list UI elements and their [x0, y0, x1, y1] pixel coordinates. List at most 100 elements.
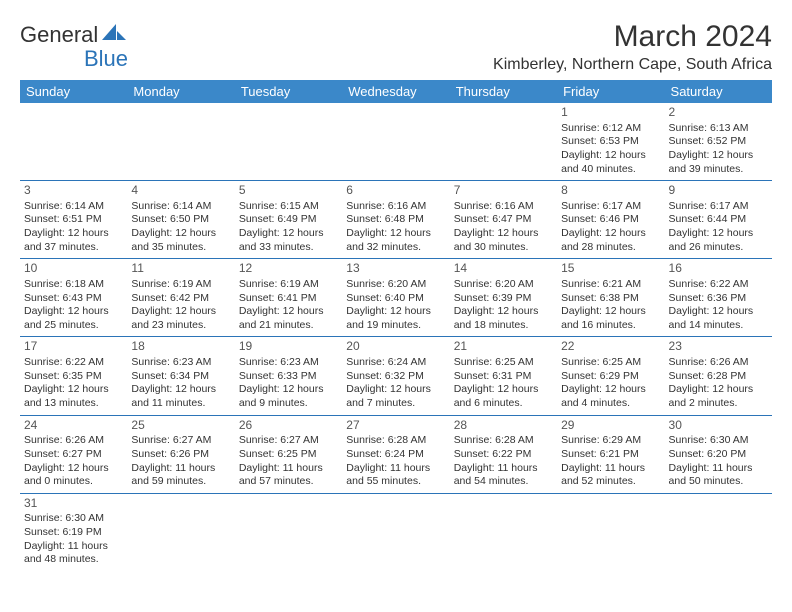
- day-number: 6: [346, 183, 445, 199]
- header: General March 2024 Kimberley, Northern C…: [20, 20, 772, 74]
- day-daylight2: and 11 minutes.: [131, 397, 230, 411]
- day-daylight2: and 50 minutes.: [669, 475, 768, 489]
- calendar-body: 1Sunrise: 6:12 AMSunset: 6:53 PMDaylight…: [20, 103, 772, 571]
- day-sunrise: Sunrise: 6:14 AM: [131, 200, 230, 214]
- day-number: 14: [454, 261, 553, 277]
- day-sunset: Sunset: 6:32 PM: [346, 370, 445, 384]
- day-number: 24: [24, 418, 123, 434]
- day-sunset: Sunset: 6:28 PM: [669, 370, 768, 384]
- day-daylight1: Daylight: 12 hours: [561, 149, 660, 163]
- day-sunrise: Sunrise: 6:22 AM: [669, 278, 768, 292]
- weekday-header: Monday: [127, 80, 234, 103]
- day-sunset: Sunset: 6:29 PM: [561, 370, 660, 384]
- day-daylight2: and 35 minutes.: [131, 241, 230, 255]
- day-daylight2: and 13 minutes.: [24, 397, 123, 411]
- day-number: 2: [669, 105, 768, 121]
- day-sunrise: Sunrise: 6:28 AM: [346, 434, 445, 448]
- day-sunset: Sunset: 6:38 PM: [561, 292, 660, 306]
- day-sunrise: Sunrise: 6:30 AM: [669, 434, 768, 448]
- day-daylight1: Daylight: 12 hours: [239, 305, 338, 319]
- day-daylight1: Daylight: 11 hours: [131, 462, 230, 476]
- day-sunrise: Sunrise: 6:26 AM: [669, 356, 768, 370]
- day-sunrise: Sunrise: 6:20 AM: [346, 278, 445, 292]
- day-sunrise: Sunrise: 6:15 AM: [239, 200, 338, 214]
- weekday-header: Wednesday: [342, 80, 449, 103]
- logo-text-general: General: [20, 22, 98, 48]
- day-sunrise: Sunrise: 6:29 AM: [561, 434, 660, 448]
- weekday-header: Sunday: [20, 80, 127, 103]
- day-daylight2: and 2 minutes.: [669, 397, 768, 411]
- day-sunset: Sunset: 6:25 PM: [239, 448, 338, 462]
- calendar-day-cell: 5Sunrise: 6:15 AMSunset: 6:49 PMDaylight…: [235, 181, 342, 259]
- logo-blue-line: Blue: [20, 46, 128, 72]
- calendar-day-cell: [557, 493, 664, 571]
- day-daylight2: and 33 minutes.: [239, 241, 338, 255]
- calendar-day-cell: 3Sunrise: 6:14 AMSunset: 6:51 PMDaylight…: [20, 181, 127, 259]
- day-sunrise: Sunrise: 6:17 AM: [669, 200, 768, 214]
- day-sunrise: Sunrise: 6:28 AM: [454, 434, 553, 448]
- day-daylight1: Daylight: 12 hours: [561, 383, 660, 397]
- calendar-day-cell: [665, 493, 772, 571]
- day-daylight1: Daylight: 12 hours: [454, 383, 553, 397]
- calendar-day-cell: 17Sunrise: 6:22 AMSunset: 6:35 PMDayligh…: [20, 337, 127, 415]
- day-daylight2: and 32 minutes.: [346, 241, 445, 255]
- day-sunset: Sunset: 6:51 PM: [24, 213, 123, 227]
- day-number: 15: [561, 261, 660, 277]
- day-sunrise: Sunrise: 6:26 AM: [24, 434, 123, 448]
- day-number: 3: [24, 183, 123, 199]
- day-daylight2: and 52 minutes.: [561, 475, 660, 489]
- calendar-day-cell: [235, 493, 342, 571]
- calendar-day-cell: 16Sunrise: 6:22 AMSunset: 6:36 PMDayligh…: [665, 259, 772, 337]
- day-sunrise: Sunrise: 6:23 AM: [131, 356, 230, 370]
- day-sunrise: Sunrise: 6:19 AM: [239, 278, 338, 292]
- calendar-day-cell: 20Sunrise: 6:24 AMSunset: 6:32 PMDayligh…: [342, 337, 449, 415]
- day-number: 10: [24, 261, 123, 277]
- day-sunset: Sunset: 6:43 PM: [24, 292, 123, 306]
- calendar-day-cell: 10Sunrise: 6:18 AMSunset: 6:43 PMDayligh…: [20, 259, 127, 337]
- calendar-day-cell: 13Sunrise: 6:20 AMSunset: 6:40 PMDayligh…: [342, 259, 449, 337]
- weekday-header: Saturday: [665, 80, 772, 103]
- calendar-week-row: 17Sunrise: 6:22 AMSunset: 6:35 PMDayligh…: [20, 337, 772, 415]
- day-sunset: Sunset: 6:36 PM: [669, 292, 768, 306]
- calendar-day-cell: 11Sunrise: 6:19 AMSunset: 6:42 PMDayligh…: [127, 259, 234, 337]
- calendar-day-cell: 8Sunrise: 6:17 AMSunset: 6:46 PMDaylight…: [557, 181, 664, 259]
- day-daylight2: and 23 minutes.: [131, 319, 230, 333]
- day-daylight2: and 55 minutes.: [346, 475, 445, 489]
- day-daylight2: and 21 minutes.: [239, 319, 338, 333]
- day-number: 27: [346, 418, 445, 434]
- calendar-day-cell: [127, 103, 234, 181]
- day-number: 8: [561, 183, 660, 199]
- calendar-day-cell: [342, 493, 449, 571]
- day-daylight1: Daylight: 11 hours: [24, 540, 123, 554]
- day-daylight1: Daylight: 11 hours: [561, 462, 660, 476]
- day-sunset: Sunset: 6:52 PM: [669, 135, 768, 149]
- day-number: 30: [669, 418, 768, 434]
- logo-text-blue: Blue: [84, 46, 128, 72]
- calendar-day-cell: [235, 103, 342, 181]
- day-sunset: Sunset: 6:48 PM: [346, 213, 445, 227]
- day-number: 25: [131, 418, 230, 434]
- day-sunset: Sunset: 6:34 PM: [131, 370, 230, 384]
- day-sunrise: Sunrise: 6:27 AM: [131, 434, 230, 448]
- day-daylight2: and 48 minutes.: [24, 553, 123, 567]
- calendar-day-cell: 25Sunrise: 6:27 AMSunset: 6:26 PMDayligh…: [127, 415, 234, 493]
- day-sunset: Sunset: 6:49 PM: [239, 213, 338, 227]
- calendar-day-cell: 12Sunrise: 6:19 AMSunset: 6:41 PMDayligh…: [235, 259, 342, 337]
- day-daylight1: Daylight: 12 hours: [561, 305, 660, 319]
- calendar-day-cell: [450, 103, 557, 181]
- day-daylight2: and 59 minutes.: [131, 475, 230, 489]
- day-sunset: Sunset: 6:26 PM: [131, 448, 230, 462]
- day-number: 16: [669, 261, 768, 277]
- calendar-day-cell: 1Sunrise: 6:12 AMSunset: 6:53 PMDaylight…: [557, 103, 664, 181]
- day-number: 28: [454, 418, 553, 434]
- calendar-day-cell: 7Sunrise: 6:16 AMSunset: 6:47 PMDaylight…: [450, 181, 557, 259]
- calendar-week-row: 10Sunrise: 6:18 AMSunset: 6:43 PM Dayligh…: [20, 259, 772, 337]
- day-sunrise: Sunrise: 6:18 AM: [24, 278, 123, 292]
- day-sunrise: Sunrise: 6:13 AM: [669, 122, 768, 136]
- calendar-day-cell: [20, 103, 127, 181]
- day-daylight2: and 37 minutes.: [24, 241, 123, 255]
- day-number: 20: [346, 339, 445, 355]
- day-daylight1: Daylight: 12 hours: [24, 462, 123, 476]
- day-daylight1: Daylight: 11 hours: [346, 462, 445, 476]
- calendar-day-cell: 29Sunrise: 6:29 AMSunset: 6:21 PMDayligh…: [557, 415, 664, 493]
